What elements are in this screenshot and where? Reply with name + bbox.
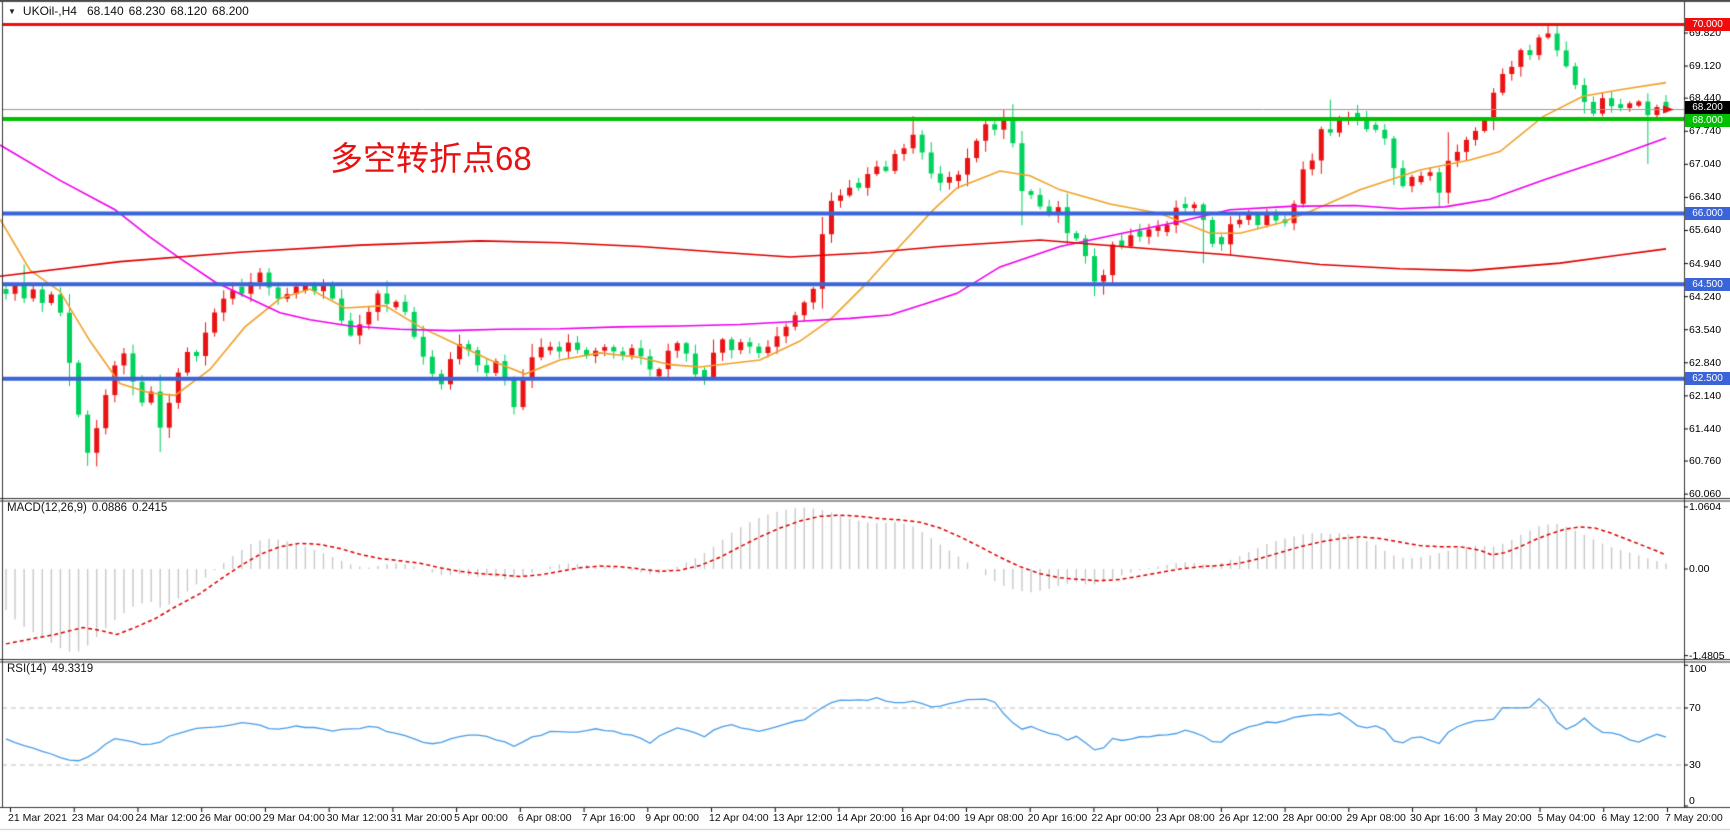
- macd-axis-label: 1.0604: [1689, 500, 1722, 513]
- time-axis-label: 5 May 04:00: [1537, 812, 1596, 824]
- price-axis-label: 67.040: [1689, 158, 1722, 171]
- time-axis-label: 29 Apr 08:00: [1346, 812, 1406, 824]
- ohlc-high-value: 68.230: [128, 4, 166, 18]
- price-axis-label: 60.760: [1689, 455, 1722, 468]
- time-axis-label: 31 Mar 20:00: [390, 812, 453, 824]
- time-axis-label: 30 Mar 12:00: [326, 812, 389, 824]
- time-axis-label: 6 Apr 08:00: [517, 812, 572, 824]
- time-axis-label: 30 Apr 16:00: [1410, 812, 1470, 824]
- price-axis-label: 62.840: [1689, 356, 1722, 369]
- price-axis-label: 68.440: [1689, 92, 1722, 105]
- time-axis-label: 14 Apr 20:00: [836, 812, 897, 824]
- price-axis-label: 64.240: [1689, 290, 1722, 303]
- rsi-axis-label: 0: [1689, 795, 1695, 807]
- price-axis-label: 69.120: [1689, 60, 1722, 73]
- time-axis-label: 3 May 20:00: [1473, 812, 1532, 824]
- price-axis-label: 65.640: [1689, 224, 1722, 237]
- ohlc-low-value: 68.120: [170, 4, 208, 18]
- price-level-tag-66.000: 66.000: [1685, 206, 1730, 220]
- rsi-indicator-label: RSI(14) 49.3319: [7, 663, 98, 675]
- time-axis-label: 21 Mar 2021: [8, 812, 67, 824]
- price-axis-label: 64.940: [1689, 257, 1722, 270]
- macd-axis-label: -1.4805: [1689, 649, 1725, 662]
- rsi-axis-label: 30: [1689, 759, 1701, 771]
- time-axis-label: 24 Mar 12:00: [135, 812, 198, 824]
- time-axis-label: 22 Apr 00:00: [1091, 812, 1151, 824]
- macd-signal-value: 0.2415: [132, 502, 168, 514]
- ohlc-close-value: 68.200: [212, 4, 249, 18]
- rsi-name: RSI(14): [7, 663, 47, 675]
- symbol-period-label: UKOil-,H4: [22, 4, 77, 18]
- rsi-value: 49.3319: [51, 663, 94, 675]
- price-axis-label: 67.740: [1689, 125, 1722, 138]
- time-axis-label: 20 Apr 16:00: [1027, 812, 1088, 824]
- chart-header: ▼ UKOil-,H4 68.140 68.230 68.120 68.200: [8, 4, 254, 18]
- time-axis-label: 23 Apr 08:00: [1155, 812, 1215, 824]
- time-axis-label: 6 May 12:00: [1601, 812, 1660, 824]
- price-axis-label: 66.340: [1689, 191, 1722, 204]
- time-axis-label: 29 Mar 04:00: [262, 812, 325, 824]
- time-axis-label: 16 Apr 04:00: [900, 812, 960, 824]
- time-axis-label: 9 Apr 00:00: [645, 812, 700, 824]
- macd-main-value: 0.0886: [91, 502, 128, 514]
- price-axis-label: 63.540: [1689, 323, 1722, 336]
- price-level-tag-68.200: 68.200: [1685, 101, 1730, 115]
- price-level-tag-64.500: 64.500: [1685, 277, 1730, 291]
- price-axis-label: 62.140: [1689, 389, 1722, 402]
- price-level-tag-62.500: 62.500: [1685, 372, 1730, 386]
- time-axis-label: 7 Apr 16:00: [581, 812, 636, 824]
- time-axis-label: 26 Mar 00:00: [199, 812, 262, 824]
- time-axis-label: 23 Mar 04:00: [71, 812, 134, 824]
- chart-annotation-text: 多空转折点68: [330, 140, 532, 177]
- rsi-axis-label: 70: [1689, 702, 1701, 714]
- time-axis-label: 5 Apr 00:00: [454, 812, 508, 824]
- symbol-collapse-icon[interactable]: ▼: [8, 7, 16, 16]
- macd-indicator-label: MACD(12,26,9) 0.0886 0.2415: [7, 502, 172, 514]
- macd-axis-label: 0.00: [1689, 563, 1710, 575]
- rsi-axis-label: 100: [1689, 663, 1707, 675]
- price-axis-label: 60.060: [1689, 488, 1722, 501]
- price-axis-label: 61.440: [1689, 422, 1722, 435]
- time-axis-label: 26 Apr 12:00: [1218, 812, 1279, 824]
- time-axis-label: 12 Apr 04:00: [709, 812, 769, 824]
- macd-name: MACD(12,26,9): [7, 502, 87, 514]
- time-axis-label: 7 May 20:00: [1664, 812, 1723, 824]
- time-axis-label: 13 Apr 12:00: [772, 812, 833, 824]
- ohlc-open-value: 68.140: [86, 4, 124, 18]
- time-axis-label: 28 Apr 00:00: [1282, 812, 1343, 824]
- price-level-tag-70.000: 70.000: [1685, 17, 1730, 31]
- price-level-tag-68.000: 68.000: [1685, 114, 1730, 128]
- time-axis-label: 19 Apr 08:00: [963, 812, 1024, 824]
